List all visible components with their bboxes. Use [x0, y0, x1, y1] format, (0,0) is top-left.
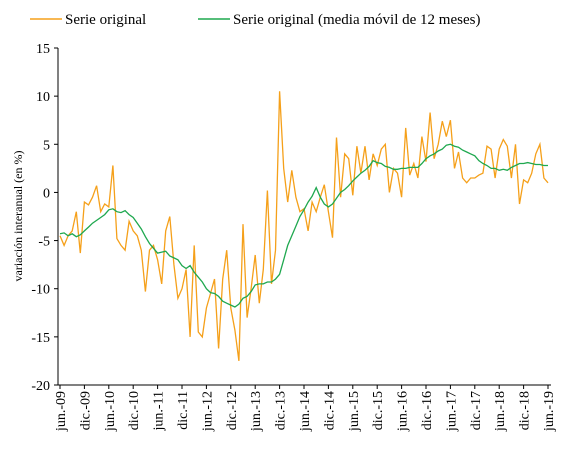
- x-tick-label: jun.-19: [542, 391, 557, 432]
- x-tick-label: jun.-16: [396, 391, 411, 432]
- x-tick-label: dic.-14: [322, 391, 337, 430]
- x-tick-label: jun.-13: [249, 391, 264, 432]
- y-axis-label: variación interanual (en %): [11, 151, 25, 282]
- y-tick-label: -15: [31, 331, 50, 346]
- x-tick-label: jun.-10: [103, 391, 118, 432]
- x-tick-label: dic.-12: [225, 391, 240, 430]
- x-tick-label: jun.-11: [152, 391, 167, 432]
- x-tick-label: jun.-17: [444, 391, 459, 432]
- x-tick-label: dic.-16: [420, 391, 435, 430]
- x-tick-label: dic.-11: [176, 391, 191, 430]
- x-tick-label: dic.-10: [127, 391, 142, 430]
- y-tick-label: -10: [31, 283, 50, 298]
- x-tick-label: jun.-18: [493, 391, 508, 432]
- series-line: [59, 143, 548, 308]
- x-tick-label: jun.-12: [200, 391, 215, 432]
- series-line: [59, 91, 549, 361]
- x-tick-label: dic.-09: [78, 391, 93, 430]
- x-tick-label: jun.-14: [298, 391, 313, 432]
- x-tick-label: jun.-15: [347, 391, 362, 432]
- y-tick-label: 5: [43, 138, 50, 153]
- x-tick-label: dic.-17: [469, 391, 484, 430]
- y-tick-label: -20: [31, 379, 50, 394]
- y-tick-label: 0: [43, 186, 50, 201]
- x-tick-label: dic.-18: [518, 391, 533, 430]
- y-tick-label: -5: [38, 235, 50, 250]
- legend-label: Serie original (media móvil de 12 meses): [233, 12, 480, 28]
- y-tick-label: 15: [36, 42, 50, 57]
- y-tick-label: 10: [36, 90, 50, 105]
- x-tick-label: jun.-09: [54, 391, 69, 432]
- legend-label: Serie original: [65, 12, 146, 28]
- x-tick-label: dic.-15: [371, 391, 386, 430]
- x-tick-label: dic.-13: [274, 391, 289, 430]
